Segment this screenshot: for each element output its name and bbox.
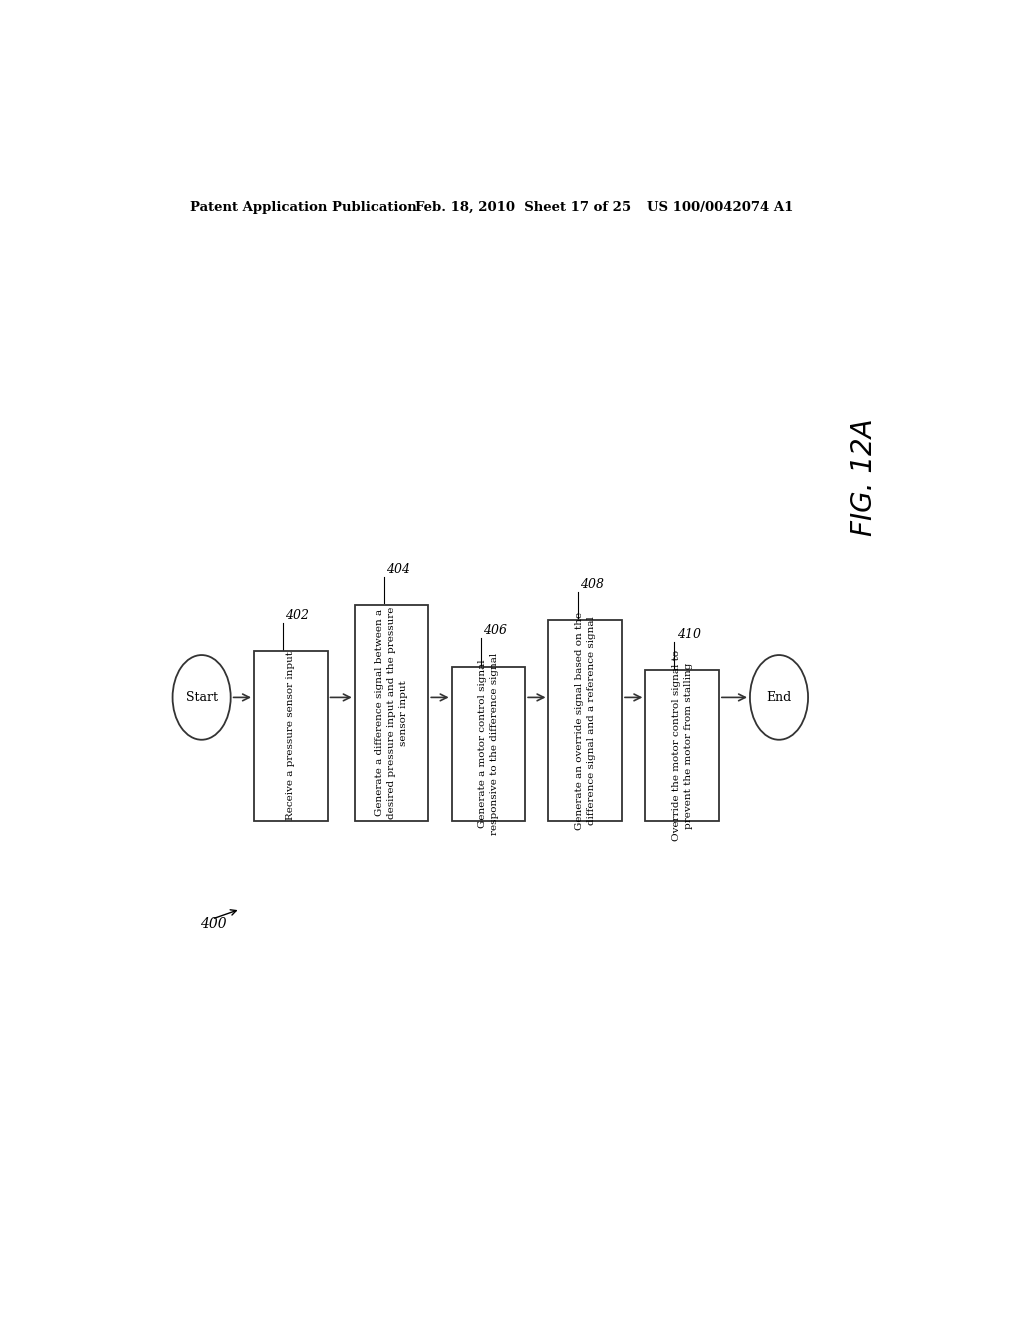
Text: US 100/0042074 A1: US 100/0042074 A1 [647, 201, 794, 214]
Text: 400: 400 [200, 917, 226, 931]
Bar [354, 605, 428, 821]
Text: Generate a difference signal between a
desired pressure input and the pressure
s: Generate a difference signal between a d… [375, 607, 408, 818]
Text: 408: 408 [580, 578, 604, 591]
Text: FIG. 12A: FIG. 12A [850, 418, 879, 536]
Text: End: End [766, 690, 792, 704]
Bar [549, 620, 622, 821]
Text: Generate an override signal based on the
difference signal and a reference signa: Generate an override signal based on the… [574, 611, 596, 829]
Text: Receive a pressure sensor input: Receive a pressure sensor input [287, 651, 295, 821]
Bar [254, 651, 328, 821]
Text: Feb. 18, 2010  Sheet 17 of 25: Feb. 18, 2010 Sheet 17 of 25 [415, 201, 631, 214]
Text: Patent Application Publication: Patent Application Publication [190, 201, 417, 214]
Text: Generate a motor control signal
responsive to the difference signal: Generate a motor control signal responsi… [478, 652, 499, 834]
Text: 402: 402 [286, 609, 309, 622]
Text: Start: Start [185, 690, 218, 704]
Bar [452, 667, 525, 821]
Text: 404: 404 [386, 562, 410, 576]
Bar [645, 671, 719, 821]
Text: Override the motor control signal to
prevent the motor from stalling: Override the motor control signal to pre… [672, 649, 692, 841]
Text: 410: 410 [677, 628, 700, 642]
Text: 406: 406 [483, 624, 507, 638]
